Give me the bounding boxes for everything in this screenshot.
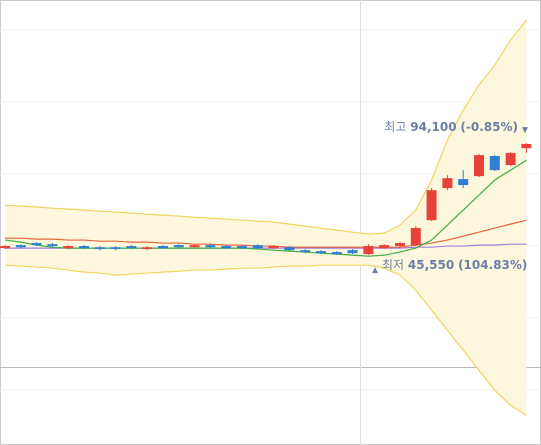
ma-line <box>5 219 527 248</box>
candle-body <box>252 245 263 249</box>
candle-body <box>268 246 279 249</box>
marker-down <box>522 127 528 134</box>
candle-body <box>331 252 342 255</box>
candle-body <box>79 246 89 249</box>
candle-body <box>505 153 516 166</box>
annotation-part: (104.83%) <box>458 258 527 272</box>
candle-body <box>173 245 184 248</box>
annotation-part: (-0.85%) <box>460 120 518 134</box>
candle-body <box>316 251 326 254</box>
candle-body <box>158 246 168 249</box>
candle-body <box>521 144 532 149</box>
candle-body <box>205 245 216 248</box>
candle-body <box>237 246 247 249</box>
band-line <box>4 19 527 235</box>
annotation-part: 최저 <box>382 258 404 272</box>
candle-body <box>110 247 121 250</box>
annotation: 최저 45,550 (104.83%) <box>382 258 527 272</box>
candle-body <box>189 245 200 248</box>
annotation: 최고 94,100 (-0.85%) <box>384 120 518 134</box>
candle-body <box>379 245 390 249</box>
candle-body <box>47 244 58 247</box>
candle-body <box>15 245 26 248</box>
marker-up <box>372 267 378 274</box>
candle-body <box>63 246 74 249</box>
candle-body <box>442 178 453 189</box>
candle-body <box>31 243 42 246</box>
candle-body <box>0 246 10 249</box>
plot: 최고 94,100 (-0.85%) 최저 45,550 (104.83%) <box>0 19 532 416</box>
annotation-part: 94,100 <box>410 120 456 134</box>
candle-body <box>363 246 374 255</box>
grid <box>0 29 541 391</box>
candle-body <box>489 156 500 171</box>
candle-body <box>142 247 153 250</box>
ma-line <box>4 159 527 257</box>
band-area <box>5 20 527 416</box>
candle-body <box>284 247 295 251</box>
annotation-part: 45,550 <box>408 258 454 272</box>
candle-body <box>221 246 232 249</box>
candle-body <box>300 250 311 253</box>
candle-body <box>426 190 437 221</box>
candle-body <box>474 155 484 177</box>
candle-body <box>458 179 469 186</box>
candle-body <box>410 228 421 246</box>
candle-body <box>395 243 405 247</box>
candle-body <box>126 246 137 249</box>
candle-body <box>94 247 105 250</box>
band-line <box>4 264 527 416</box>
annotation-part: 최고 <box>384 120 406 134</box>
candle-body <box>347 250 358 254</box>
